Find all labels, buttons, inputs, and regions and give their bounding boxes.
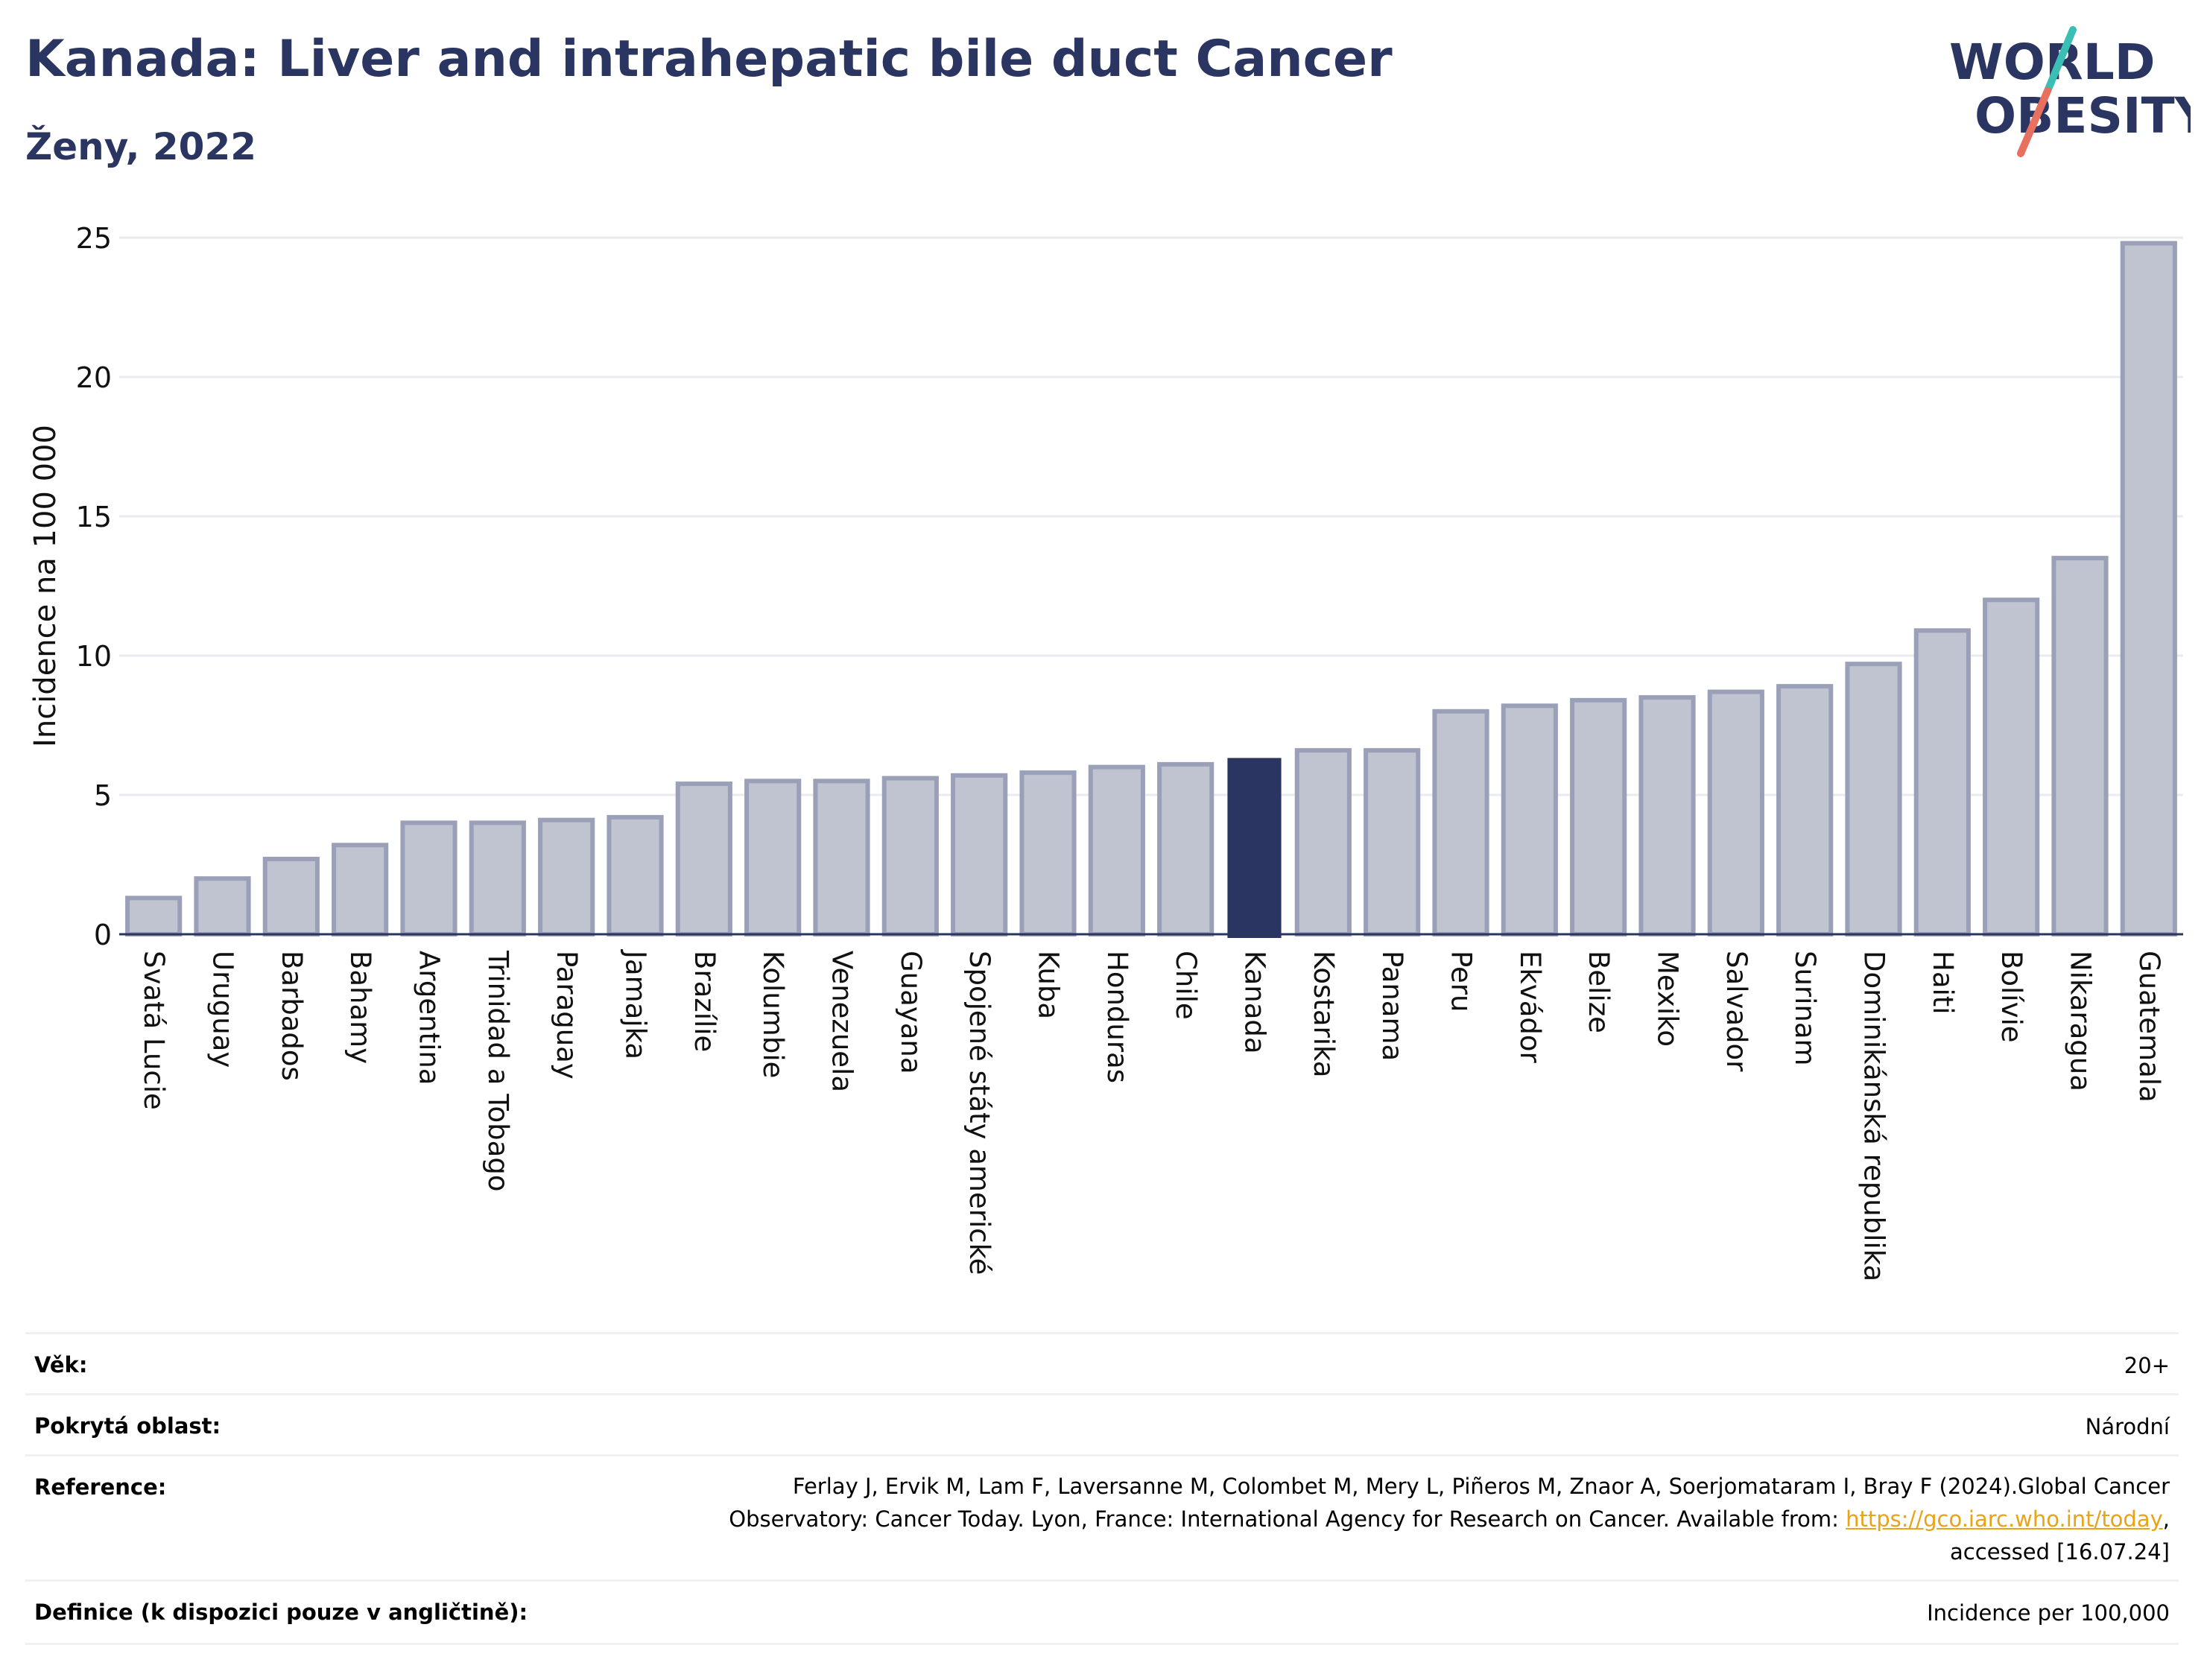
x-tick-label: Uruguay: [207, 951, 239, 1068]
bar: [1707, 689, 1764, 936]
bar: [1913, 628, 1971, 937]
bar: [607, 814, 664, 937]
x-tick-label: Kostarika: [1308, 951, 1340, 1077]
bar: [1432, 709, 1489, 936]
x-tick-label: Surinam: [1789, 951, 1821, 1066]
y-tick-label: 0: [94, 919, 112, 951]
reference-line-3: accessed [16.07.24]: [1950, 1539, 2170, 1565]
x-tick-label: Ekvádor: [1514, 951, 1546, 1063]
bar: [2120, 241, 2177, 937]
x-tick-label: Bahamy: [344, 951, 376, 1064]
bar: [194, 876, 251, 936]
logo-slash-coral: [2017, 87, 2051, 157]
reference-line-2-text: Observatory: Cancer Today. Lyon, France:…: [729, 1506, 1839, 1532]
bar: [469, 820, 526, 937]
bar: [538, 817, 595, 937]
x-tick-label: Jamajka: [620, 949, 652, 1059]
bar: [1019, 770, 1077, 936]
bar: [1088, 764, 1145, 936]
x-tick-label: Guatemala: [2133, 951, 2165, 1103]
age-value: 20+: [2124, 1353, 2170, 1378]
y-tick-label: 5: [94, 779, 112, 812]
bar: [262, 857, 320, 937]
bar: [744, 779, 802, 937]
x-tick-label: Brazílie: [688, 951, 721, 1052]
bar: [1983, 597, 2040, 936]
logo-text-obesity: OBESITY: [1975, 87, 2191, 145]
y-tick-label: 25: [76, 222, 112, 255]
bar: [813, 779, 870, 937]
reference-link[interactable]: https://gco.iarc.who.int/today: [1846, 1506, 2163, 1532]
meta-row-reference: Reference: Ferlay J, Ervik M, Lam F, Lav…: [25, 1454, 2179, 1580]
y-axis-title: Incidence na 100 000: [28, 425, 63, 747]
bar: [125, 896, 183, 937]
x-tick-label: Panama: [1376, 951, 1408, 1061]
bar: [2051, 556, 2109, 936]
x-tick-label: Trinidad a Tobago: [482, 950, 514, 1191]
x-tick-label: Kanada: [1239, 951, 1271, 1054]
meta-row-definition: Definice (k dispozici pouze v angličtině…: [25, 1579, 2179, 1645]
bar: [332, 843, 389, 936]
x-tick-label: Paraguay: [551, 951, 583, 1080]
x-tick-label: Nikaragua: [2065, 951, 2097, 1091]
x-tick-label: Dominikánská republika: [1858, 951, 1890, 1281]
y-tick-label: 20: [76, 361, 112, 394]
chart-subtitle: Ženy, 2022: [25, 125, 257, 168]
x-tick-label: Spojené státy americké: [963, 951, 995, 1275]
bar: [1157, 761, 1215, 936]
x-tick-label: Peru: [1445, 951, 1478, 1012]
bar: [1776, 684, 1834, 936]
bar: [675, 782, 732, 937]
x-tick-label: Chile: [1170, 951, 1202, 1020]
bar: [951, 773, 1008, 936]
meta-row-age: Věk: 20+: [25, 1332, 2179, 1394]
x-tick-label: Kuba: [1033, 951, 1065, 1019]
x-tick-label: Haiti: [1927, 951, 1959, 1015]
x-tick-label: Argentina: [414, 951, 446, 1085]
reference-line-2: Observatory: Cancer Today. Lyon, France:…: [729, 1503, 2170, 1535]
bar: [1294, 748, 1352, 936]
reference-label: Reference:: [34, 1474, 167, 1500]
bar: [1364, 748, 1421, 936]
x-tick-label: Mexiko: [1652, 951, 1684, 1047]
x-tick-label: Venezuela: [826, 951, 858, 1092]
bar: [1845, 662, 1902, 936]
definition-value: Incidence per 100,000: [1927, 1600, 2170, 1626]
y-tick-label: 15: [76, 501, 112, 533]
x-tick-label: Belize: [1583, 951, 1615, 1033]
x-tick-label: Svatá Lucie: [138, 951, 170, 1110]
bar: [1227, 758, 1282, 938]
x-tick-label: Honduras: [1101, 951, 1133, 1083]
bar: [1638, 695, 1696, 936]
bar: [1501, 703, 1558, 936]
reference-line-2-end: ,: [2162, 1506, 2170, 1532]
reference-value: Ferlay J, Ervik M, Lam F, Laversanne M, …: [729, 1470, 2170, 1568]
definition-label: Definice (k dispozici pouze v angličtině…: [34, 1600, 528, 1625]
chart-title: Kanada: Liver and intrahepatic bile duct…: [25, 30, 1393, 89]
area-label: Pokrytá oblast:: [34, 1413, 221, 1439]
x-tick-label: Guayana: [895, 951, 927, 1074]
logo-slash-teal: [2044, 26, 2077, 95]
reference-line-1: Ferlay J, Ervik M, Lam F, Laversanne M, …: [792, 1474, 2170, 1499]
x-tick-label: Kolumbie: [757, 951, 789, 1078]
x-tick-label: Bolívie: [1995, 951, 2027, 1043]
x-tick-label: Salvador: [1720, 951, 1752, 1072]
bar: [1570, 697, 1627, 937]
x-tick-label: Barbados: [276, 951, 308, 1081]
y-tick-label: 10: [76, 640, 112, 673]
bar-chart: 0 5 10 15 20 25 Incidence na 100 000 Svatá Luci…: [28, 222, 2183, 1281]
meta-row-area: Pokrytá oblast: Národní: [25, 1393, 2179, 1455]
bar: [881, 776, 939, 937]
area-value: Národní: [2085, 1414, 2170, 1439]
age-label: Věk:: [34, 1352, 88, 1378]
bar: [400, 820, 457, 937]
world-obesity-logo: WORLD OBESITY: [1949, 26, 2191, 157]
